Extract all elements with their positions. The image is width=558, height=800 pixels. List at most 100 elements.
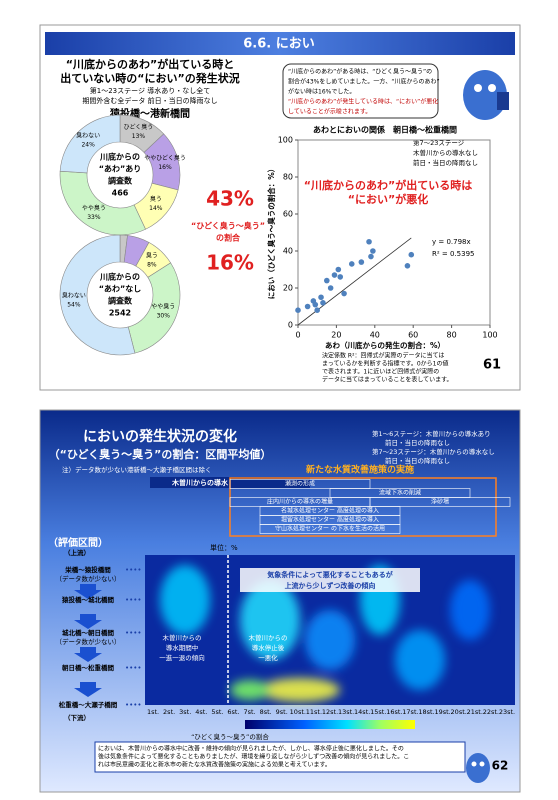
point [295, 307, 301, 314]
legend-note: 前日・当日の降雨なし [413, 158, 478, 167]
section-dots: •••• [125, 629, 142, 637]
stage-label: 22st. [483, 708, 499, 716]
heading: “川底からのあわ”が出ている時と [66, 57, 234, 71]
annotation: 上流から少しずつ改善の傾向 [285, 581, 376, 590]
bubble-text: していることが示唆されます。 [288, 108, 371, 116]
slice-value: 33% [87, 214, 101, 221]
point [318, 294, 324, 301]
annotation: 木曽川からの [249, 633, 288, 642]
summary: においは、木曽川からの導水中に改善・維持の傾向が見られましたが、しかし、導水停止… [98, 745, 404, 753]
stage-label: 17st. [402, 708, 418, 716]
section-label: 猿投橋～城北橋間 [61, 595, 115, 604]
center-text: 2542 [109, 309, 131, 318]
inflow: 木曽川からの導水 [171, 478, 229, 487]
title-bar [45, 32, 515, 55]
point [404, 263, 411, 269]
annotation: 導水期間中 [166, 643, 199, 652]
slide-title: においの発生状況の変化 [83, 428, 237, 445]
slice-label: 臭う [150, 195, 162, 203]
slice-value: 14% [149, 205, 163, 212]
section-label: 城北橋～朝日橋間 [62, 628, 115, 637]
stage-label: 7st. [243, 708, 255, 716]
pie-slice [127, 262, 181, 354]
center-text: “あわ”なし [99, 285, 142, 294]
stage-label: 4st. [195, 708, 207, 716]
point [335, 266, 342, 273]
note-box [410, 137, 488, 173]
note: データに当てはまっていることを表しています。 [322, 376, 453, 384]
section-label: 栄橋～猿投橋間 [64, 565, 111, 574]
upstream: （上流） [64, 548, 90, 557]
slice-value: 24% [81, 142, 95, 149]
summary: れは市民意識の変化と新水市の新たな水質改善施策の実施による効果と考えています。 [98, 761, 331, 769]
ratio: 16% [206, 251, 254, 275]
point [368, 253, 374, 260]
stage-label: 1st. [147, 708, 159, 716]
measures-frame [229, 477, 497, 537]
center-text: 川底からの [99, 272, 140, 282]
center-text: 調査数 [108, 296, 133, 306]
y-tick-label: 80 [283, 173, 293, 182]
section-label: 松重橋～大瀬子橋間 [59, 700, 118, 709]
stage-label: 15st. [370, 708, 386, 716]
plot-frame [297, 139, 491, 326]
colorbar-label: “ひどく臭う～臭う”の割合 [191, 732, 269, 741]
subtitle: （“ひどく臭う～臭う”の割合：区間平均値） [49, 447, 272, 461]
bubble-text: “川底からのあわ”が発生している時は、“におい”が悪化 [288, 98, 438, 106]
measure-bar [369, 497, 511, 507]
point [337, 274, 344, 280]
legend: 第1～6ステージ：木曽川からの導水あり [372, 429, 491, 438]
arrow [74, 614, 102, 629]
bubble-text: 割合が43%をしめていました。一方、“川底からのあわ” [288, 78, 440, 86]
ratio: 43% [206, 187, 254, 211]
stage-label: 21st. [467, 708, 483, 716]
measure: 名城水処理センター 高度処理の導入 [281, 507, 379, 515]
stage-label: 14st. [354, 708, 370, 716]
annotation: 一悪化 [258, 653, 278, 662]
measure-bar [259, 524, 401, 534]
legend: 前日・当日の降雨なし [372, 456, 450, 465]
section-dots: •••• [125, 701, 142, 709]
point [370, 248, 376, 254]
callout: “川底からのあわ”が出ている時は [304, 178, 472, 192]
section-dots: •••• [125, 664, 142, 672]
mascot [463, 70, 509, 120]
measures-title: 新たな水質改善施策の実施 [306, 464, 414, 476]
arrow [74, 682, 102, 697]
bubble-text: がない時は16%でした。 [288, 88, 355, 96]
equation: y = 0.798x [432, 238, 471, 246]
y-tick-label: 100 [278, 136, 293, 145]
slice-label: 臭わない [62, 291, 86, 299]
arrow [74, 647, 102, 662]
measure: 瀬測の形成 [285, 480, 315, 488]
stage-label: 2st. [163, 708, 175, 716]
stage-label: 19st. [434, 708, 450, 716]
section-label: 朝日橋～松重橋間 [62, 663, 115, 672]
summary-box [94, 741, 466, 773]
y-tick-label: 20 [283, 284, 293, 293]
stage-label: 13st. [338, 708, 354, 716]
x-tick-label: 0 [295, 331, 300, 340]
x-tick-label: 100 [482, 331, 497, 340]
slice-label: 臭わない [76, 132, 100, 140]
point [366, 238, 372, 245]
measure: 守山水処理センター の下水を生活の活用 [275, 525, 385, 533]
point [320, 300, 326, 306]
page-number: 61 [483, 358, 501, 373]
bubble-text: “川底からのあわ”がある時は、“ひどく臭う～臭う”の [288, 68, 432, 76]
note: で表されます。1に近いほど回帰式が実際の [322, 368, 439, 376]
measure: 浄砂場 [431, 498, 449, 506]
section-dots: •••• [125, 566, 142, 574]
stage-label: 5st. [211, 708, 223, 716]
annotation: 一進一退の傾向 [159, 653, 205, 662]
center-text: 調査数 [108, 176, 133, 186]
condition: 第1～23ステージ 導水あり・なし全て [90, 86, 210, 95]
stage-label: 10st. [290, 708, 306, 716]
page-number: 62 [492, 759, 509, 773]
scatter-title: あわとにおいの関係 朝日橋～松重橋間 [313, 125, 457, 135]
note: まっているかを判断する指標です。0から1の値 [322, 360, 449, 368]
annotation-box [240, 568, 420, 592]
stage-label: 6st. [227, 708, 239, 716]
x-tick-label: 40 [370, 331, 380, 340]
slice-label: やや臭う [82, 204, 106, 212]
